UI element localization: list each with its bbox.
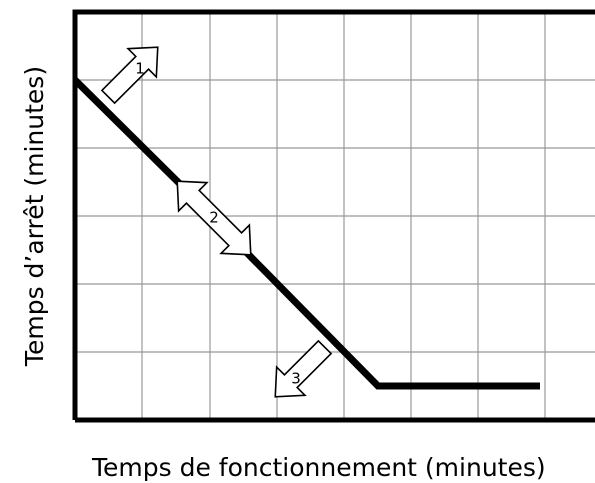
- x-axis-label: Temps de fonctionnement (minutes): [91, 453, 546, 482]
- annotation: 1: [135, 60, 145, 78]
- grid: [75, 12, 595, 420]
- arrow-2: [176, 180, 252, 256]
- annotation: 2: [209, 209, 219, 227]
- curve: [72, 77, 540, 390]
- plot-frame: [72, 9, 595, 423]
- arrow-3: [274, 339, 333, 398]
- arrow-1: [100, 46, 159, 105]
- annotation: 3: [291, 370, 301, 388]
- y-axis-label: Temps d’arrêt (minutes): [20, 66, 49, 367]
